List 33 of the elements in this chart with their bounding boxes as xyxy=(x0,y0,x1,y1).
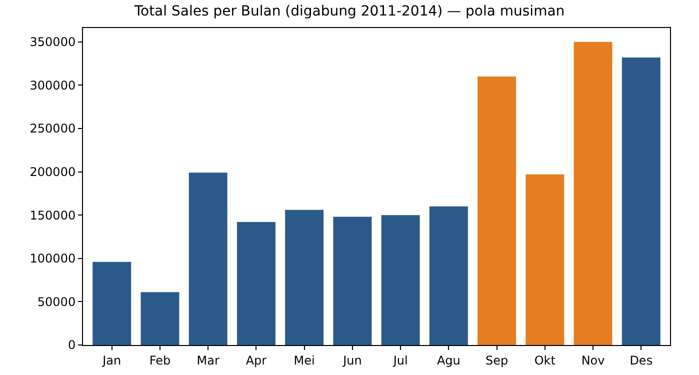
y-tick-label: 250000 xyxy=(30,122,76,136)
bar xyxy=(236,222,276,345)
y-tick-label: 300000 xyxy=(30,78,76,92)
bar xyxy=(140,292,180,345)
x-tick-label: Des xyxy=(630,353,653,368)
x-tick-label: Sep xyxy=(485,353,508,368)
bar xyxy=(188,172,228,345)
x-tick-label: Jun xyxy=(342,353,362,368)
y-tick-label: 50000 xyxy=(37,294,76,309)
bar xyxy=(381,215,420,345)
y-tick-label: 200000 xyxy=(30,164,76,179)
y-tick-label: 0 xyxy=(68,338,76,352)
bar xyxy=(622,57,660,345)
bar xyxy=(526,174,564,345)
bar xyxy=(285,210,324,345)
bar xyxy=(333,216,372,345)
x-tick-label: Agu xyxy=(436,353,460,368)
bar xyxy=(478,76,516,345)
x-tick-label: Okt xyxy=(534,353,556,368)
bar xyxy=(92,262,132,345)
bar xyxy=(574,42,612,345)
x-tick-label: Nov xyxy=(581,353,605,368)
x-tick-label: Mar xyxy=(196,353,220,368)
x-tick-label: Mei xyxy=(294,353,315,368)
x-tick-label: Jan xyxy=(102,353,122,368)
y-tick-label: 100000 xyxy=(30,252,76,266)
x-tick-label: Feb xyxy=(149,353,171,368)
y-tick-label: 150000 xyxy=(30,208,76,222)
chart-title: Total Sales per Bulan (digabung 2011-2014) — pola musiman xyxy=(133,3,565,20)
x-tick-label: Jul xyxy=(392,353,408,368)
bar xyxy=(429,206,468,345)
x-tick-label: Apr xyxy=(246,353,267,368)
y-tick-label: 350000 xyxy=(30,35,76,50)
